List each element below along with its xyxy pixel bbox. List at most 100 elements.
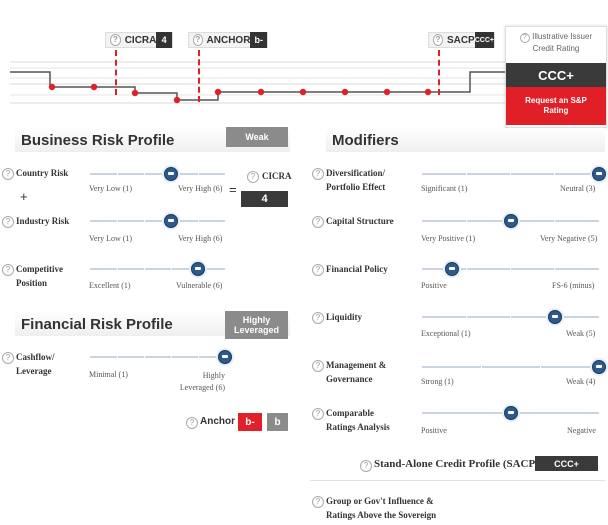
- modifier-min: Positive: [421, 426, 447, 435]
- help-icon[interactable]: ?: [519, 33, 530, 43]
- country-risk-slider[interactable]: [90, 167, 225, 181]
- industry-risk-max: Very High (6): [178, 234, 223, 243]
- help-icon[interactable]: ?: [193, 34, 203, 46]
- help-icon[interactable]: ?: [312, 408, 324, 420]
- modifier-line2: Portfolio Effect: [326, 182, 386, 192]
- modifier-line1: Management &: [326, 360, 387, 370]
- modifier-capital-structure-slider[interactable]: [422, 214, 599, 228]
- plus-sign: +: [20, 189, 28, 204]
- cicra-tag-value: 4: [156, 32, 172, 48]
- help-icon[interactable]: ?: [433, 34, 443, 46]
- modifiers-header: Modifiers: [326, 128, 605, 152]
- path-point: [424, 88, 432, 96]
- financial-badge-line1: Highly: [242, 315, 271, 325]
- rating-path-svg: [10, 61, 505, 104]
- competitive-line2: Position: [16, 278, 48, 288]
- cashflow-max-line2: Leveraged (6): [179, 383, 225, 392]
- modifier-min: Exceptional (1): [421, 329, 471, 338]
- modifier-financial-policy-slider[interactable]: [422, 262, 599, 276]
- sacp-tag[interactable]: ? SACP CCC+: [428, 32, 495, 48]
- request-rating-button[interactable]: Request an S&P Rating: [506, 87, 606, 125]
- slider-handle[interactable]: [592, 360, 606, 374]
- path-point: [48, 83, 56, 91]
- financial-risk-badge: Highly Leveraged: [225, 311, 288, 339]
- cashflow-leverage-slider[interactable]: [90, 350, 232, 364]
- path-point: [383, 88, 391, 96]
- slider-handle[interactable]: [503, 406, 518, 420]
- help-icon[interactable]: ?: [2, 216, 14, 228]
- anchor-value-secondary: b: [267, 413, 288, 431]
- slider-handle[interactable]: [445, 262, 460, 276]
- help-icon[interactable]: ?: [186, 417, 198, 429]
- slider-handle[interactable]: [503, 214, 518, 228]
- modifier-max: Weak (4): [566, 377, 596, 386]
- help-icon[interactable]: ?: [312, 312, 324, 324]
- issuer-label-line2: Credit Rating: [532, 44, 580, 53]
- help-icon[interactable]: ?: [312, 216, 324, 228]
- country-risk-min: Very Low (1): [89, 184, 133, 193]
- modifier-management-label: Management & Governance: [326, 358, 386, 386]
- industry-risk-slider[interactable]: [90, 214, 225, 228]
- sacp-label: Stand-Alone Credit Profile (SACP): [374, 458, 539, 470]
- anchor-tag-value: b-: [250, 32, 267, 48]
- help-icon[interactable]: ?: [2, 352, 14, 364]
- competitive-position-slider[interactable]: [90, 262, 225, 276]
- rating-path-chart: [0, 0, 505, 125]
- competitive-max: Vulnerable (6): [176, 281, 223, 290]
- industry-risk-label: Industry Risk: [16, 216, 70, 226]
- modifier-min: Significant (1): [421, 184, 468, 193]
- modifier-max: Very Negative (5): [540, 234, 598, 243]
- modifier-max: Negative: [567, 426, 596, 435]
- help-icon[interactable]: ?: [312, 264, 324, 276]
- cashflow-leverage-label: Cashflow/ Leverage: [16, 350, 55, 378]
- modifier-comparable-slider[interactable]: [422, 406, 599, 420]
- modifier-max: Weak (5): [566, 329, 596, 338]
- help-icon[interactable]: ?: [247, 171, 259, 183]
- slider-handle[interactable]: [164, 167, 178, 181]
- path-point: [214, 88, 222, 96]
- request-line1: Request an S&P: [525, 96, 587, 105]
- cashflow-line1: Cashflow/: [16, 352, 55, 362]
- help-icon[interactable]: ?: [2, 168, 14, 180]
- anchor-tag-label: ANCHOR: [206, 34, 251, 46]
- slider-handle[interactable]: [164, 214, 178, 228]
- modifier-capital-structure-label: Capital Structure: [326, 216, 394, 226]
- modifier-liquidity-slider[interactable]: [422, 310, 599, 324]
- slider-handle[interactable]: [218, 350, 232, 364]
- country-risk-label: Country Risk: [16, 168, 69, 178]
- modifier-line1: Comparable: [326, 408, 374, 418]
- anchor-value-primary: b-: [238, 413, 262, 431]
- issuer-rating-header: ? Illustrative Issuer Credit Rating: [506, 27, 606, 63]
- modifier-max: Neutral (3): [560, 184, 596, 193]
- help-icon[interactable]: ?: [312, 360, 324, 372]
- group-line1: Group or Gov't Influence &: [326, 496, 434, 506]
- path-point: [173, 96, 181, 104]
- cashflow-max: Highly Leveraged (6): [177, 370, 225, 394]
- help-icon[interactable]: ?: [110, 34, 121, 46]
- modifier-line2: Governance: [326, 374, 373, 384]
- financial-risk-title: Financial Risk Profile: [21, 315, 173, 333]
- anchor-marker-line: [198, 50, 200, 102]
- sacp-tag-value: CCC+: [474, 32, 494, 48]
- modifier-liquidity-label: Liquidity: [326, 312, 363, 322]
- path-point: [131, 89, 139, 97]
- help-icon[interactable]: ?: [312, 168, 324, 180]
- cicra-tag[interactable]: ? CICRA 4: [105, 32, 173, 48]
- help-icon[interactable]: ?: [360, 460, 372, 472]
- anchor-tag[interactable]: ? ANCHOR b-: [188, 32, 268, 48]
- request-line2: Rating: [543, 106, 569, 115]
- path-point: [341, 88, 349, 96]
- business-risk-title: Business Risk Profile: [21, 131, 175, 149]
- help-icon[interactable]: ?: [2, 264, 14, 276]
- modifier-line1: Diversification/: [326, 168, 385, 178]
- cashflow-min: Minimal (1): [89, 370, 128, 379]
- modifier-management-slider[interactable]: [422, 360, 606, 374]
- help-icon[interactable]: ?: [312, 496, 324, 508]
- slider-handle[interactable]: [592, 167, 606, 181]
- slider-handle[interactable]: [191, 262, 205, 276]
- cashflow-line2: Leverage: [16, 366, 52, 376]
- modifier-diversification-slider[interactable]: [422, 167, 606, 181]
- slider-handle[interactable]: [547, 310, 562, 324]
- cashflow-max-line1: Highly: [202, 371, 225, 380]
- cicra-marker-line: [115, 50, 117, 95]
